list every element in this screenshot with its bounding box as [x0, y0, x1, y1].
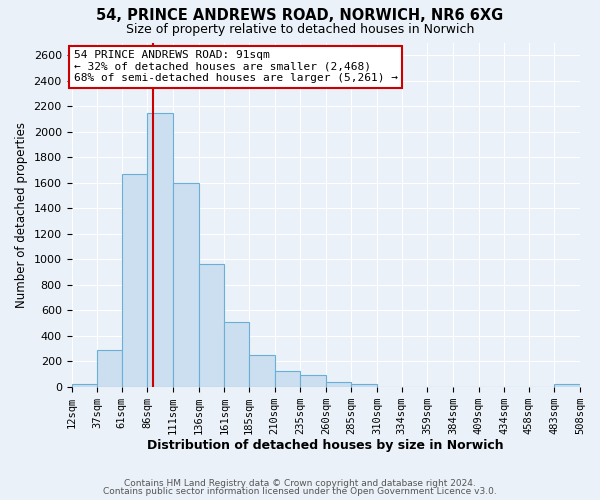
- Text: 54 PRINCE ANDREWS ROAD: 91sqm
← 32% of detached houses are smaller (2,468)
68% o: 54 PRINCE ANDREWS ROAD: 91sqm ← 32% of d…: [74, 50, 398, 84]
- Text: 54, PRINCE ANDREWS ROAD, NORWICH, NR6 6XG: 54, PRINCE ANDREWS ROAD, NORWICH, NR6 6X…: [97, 8, 503, 22]
- Bar: [71, 384, 97, 386]
- Text: Contains public sector information licensed under the Open Government Licence v3: Contains public sector information licen…: [103, 487, 497, 496]
- Text: Size of property relative to detached houses in Norwich: Size of property relative to detached ho…: [126, 22, 474, 36]
- Bar: [224, 322, 249, 386]
- Bar: [122, 174, 148, 386]
- Bar: [326, 382, 352, 386]
- Bar: [97, 350, 122, 387]
- Bar: [148, 112, 173, 386]
- Bar: [173, 182, 199, 386]
- Bar: [554, 384, 580, 386]
- Bar: [352, 384, 377, 386]
- Bar: [275, 372, 300, 386]
- Y-axis label: Number of detached properties: Number of detached properties: [15, 122, 28, 308]
- X-axis label: Distribution of detached houses by size in Norwich: Distribution of detached houses by size …: [148, 440, 504, 452]
- Text: Contains HM Land Registry data © Crown copyright and database right 2024.: Contains HM Land Registry data © Crown c…: [124, 478, 476, 488]
- Bar: [199, 264, 224, 386]
- Bar: [249, 355, 275, 386]
- Bar: [300, 374, 326, 386]
